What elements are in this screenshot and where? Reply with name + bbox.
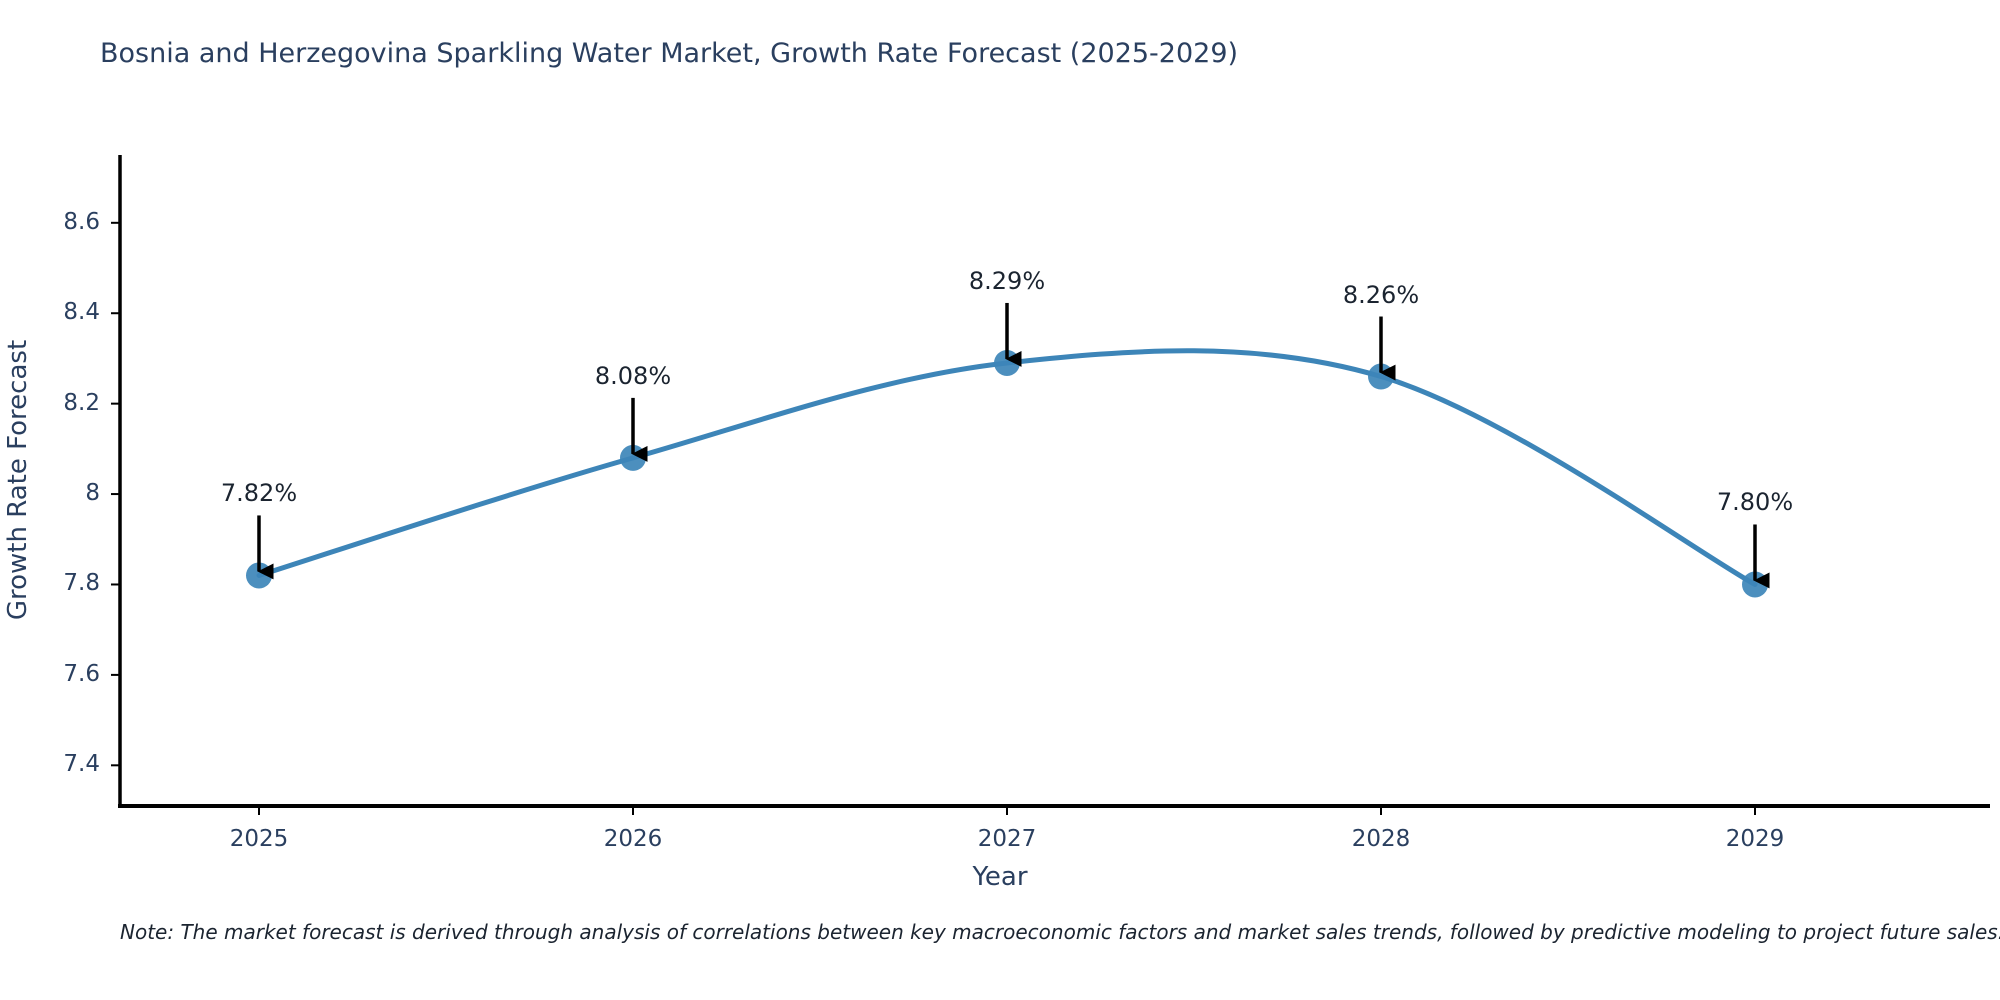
y-axis-title: Growth Rate Forecast bbox=[3, 339, 33, 621]
x-tick-label: 2028 bbox=[1351, 826, 1411, 852]
data-point-label: 8.29% bbox=[968, 266, 1046, 295]
data-point-markers bbox=[246, 349, 1768, 598]
x-tick-label: 2026 bbox=[603, 826, 663, 852]
x-tick-label: 2025 bbox=[229, 826, 289, 852]
y-tick-label: 8.6 bbox=[63, 208, 100, 235]
x-axis-title: Year bbox=[972, 862, 1028, 892]
data-point-label: 8.26% bbox=[1342, 280, 1420, 309]
data-point-label: 8.08% bbox=[594, 361, 672, 390]
data-point-label: 7.82% bbox=[220, 479, 298, 508]
y-tick-label: 7.6 bbox=[63, 660, 100, 687]
y-tick-label: 8 bbox=[85, 480, 100, 507]
y-tick-label: 7.4 bbox=[63, 751, 100, 778]
y-tick-label: 8.4 bbox=[63, 299, 100, 326]
data-series-line bbox=[256, 348, 1758, 587]
data-point-label: 7.80% bbox=[1716, 488, 1794, 517]
x-axis-ticks bbox=[258, 806, 1756, 815]
annotation-arrows bbox=[257, 302, 1770, 589]
y-tick-label: 7.8 bbox=[63, 570, 100, 597]
x-tick-label: 2029 bbox=[1725, 826, 1785, 852]
chart-title: Bosnia and Herzegovina Sparkling Water M… bbox=[100, 38, 1239, 69]
x-tick-label: 2027 bbox=[977, 826, 1037, 852]
y-tick-label: 8.2 bbox=[63, 389, 100, 416]
chart-footnote: Note: The market forecast is derived thr… bbox=[120, 920, 2000, 944]
y-axis-ticks bbox=[111, 221, 120, 767]
